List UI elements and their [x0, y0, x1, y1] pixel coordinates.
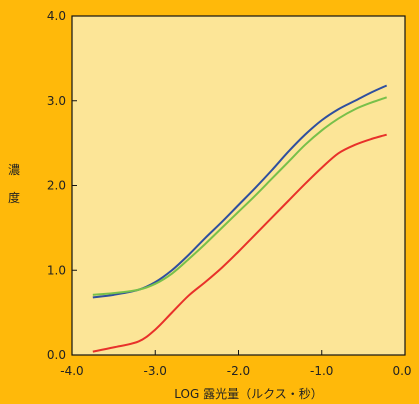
y-tick-label: 3.0 [47, 94, 66, 108]
y-tick-label: 0.0 [47, 348, 66, 362]
x-tick-label: -3.0 [144, 364, 167, 378]
y-axis-title: 濃度 [8, 163, 20, 205]
y-axis-title-char: 濃 [8, 163, 20, 177]
x-tick-label: -1.0 [310, 364, 333, 378]
x-tick-label: -2.0 [227, 364, 250, 378]
series-line-2 [92, 96, 388, 296]
series-line-3 [92, 133, 387, 353]
y-tick-label: 2.0 [47, 179, 66, 193]
plot-area [72, 16, 405, 355]
y-tick-label: 1.0 [47, 263, 66, 277]
x-axis-title: LOG 露光量（ルクス・秒） [174, 387, 322, 401]
y-axis-title-char: 度 [8, 190, 20, 205]
y-tick-label: 4.0 [47, 9, 66, 23]
series-line-1 [92, 84, 388, 299]
x-tick-label: 0.0 [392, 364, 411, 378]
tick-layer: -4.0 -3.0 -2.0 -1.0 0.0 0.0 1.0 2.0 3.0 4.0 [47, 9, 412, 378]
series-layer [92, 84, 388, 353]
x-tick-label: -4.0 [60, 364, 83, 378]
